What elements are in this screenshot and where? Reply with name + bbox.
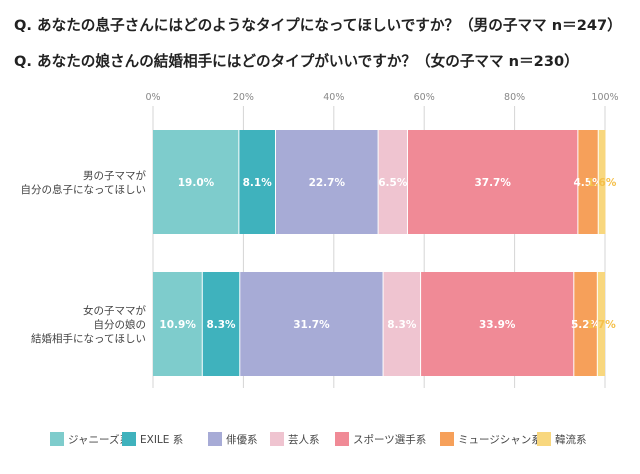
legend-label: EXILE 系	[140, 434, 183, 446]
x-tick-label: 0%	[145, 92, 160, 103]
data-label: 5.2%	[571, 319, 601, 331]
data-label: 8.1%	[243, 177, 273, 189]
data-label: 4.5%	[573, 177, 603, 189]
data-label: 1.6%	[587, 177, 617, 189]
bar-segment	[407, 130, 578, 234]
legend-swatch	[50, 432, 64, 446]
bar-segment	[378, 130, 408, 234]
x-tick-label: 40%	[323, 92, 344, 103]
bar-segment	[153, 272, 203, 376]
category-label: 男の子ママが	[83, 169, 146, 182]
x-tick-label: 100%	[591, 92, 618, 103]
bar-segment	[383, 272, 421, 376]
bar-segment	[573, 272, 598, 376]
data-label: 8.3%	[387, 319, 417, 331]
question-title-2: Q. あなたの娘さんの結婚相手にはどのタイプがいいですか？（女の子ママ n＝23…	[14, 53, 579, 70]
data-label: 37.7%	[474, 177, 511, 189]
data-label: 33.9%	[479, 319, 516, 331]
legend-label: ミュージシャン系	[458, 434, 542, 446]
category-label: 女の子ママが	[83, 304, 146, 317]
data-label: 6.5%	[378, 177, 408, 189]
bar-segment	[577, 130, 599, 234]
category-label: 自分の息子になってほしい	[21, 183, 146, 196]
legend-swatch	[270, 432, 284, 446]
bar-segment	[202, 272, 240, 376]
legend-swatch	[335, 432, 349, 446]
bar-segment	[598, 130, 606, 234]
category-label: 自分の娘の	[94, 318, 147, 331]
legend-label: 韓流系	[555, 433, 587, 446]
bar-segment	[238, 130, 276, 234]
legend-label: 俳優系	[226, 433, 258, 446]
data-label: 10.9%	[159, 319, 196, 331]
legend-swatch	[208, 432, 222, 446]
legend-swatch	[122, 432, 136, 446]
legend-label: ジャニーズ系	[68, 433, 130, 446]
bar-segment	[420, 272, 574, 376]
question-title-1: Q. あなたの息子さんにはどのようなタイプになってほしいですか？（男の子ママ n…	[14, 17, 622, 34]
data-label: 31.7%	[293, 319, 330, 331]
data-label: 1.7%	[587, 319, 617, 331]
category-label: 結婚相手になってほしい	[31, 332, 146, 345]
data-label: 19.0%	[178, 177, 215, 189]
data-label: 8.3%	[206, 319, 236, 331]
legend-label: 芸人系	[288, 433, 320, 446]
x-tick-label: 20%	[233, 92, 254, 103]
legend-swatch	[537, 432, 551, 446]
bar-segment	[597, 272, 605, 376]
data-label: 22.7%	[309, 177, 346, 189]
legend-label: スポーツ選手系	[353, 433, 426, 446]
legend-swatch	[440, 432, 454, 446]
bar-segment	[239, 272, 384, 376]
x-tick-label: 60%	[414, 92, 435, 103]
x-tick-label: 80%	[504, 92, 525, 103]
bar-segment	[275, 130, 379, 234]
bar-segment	[153, 130, 239, 234]
